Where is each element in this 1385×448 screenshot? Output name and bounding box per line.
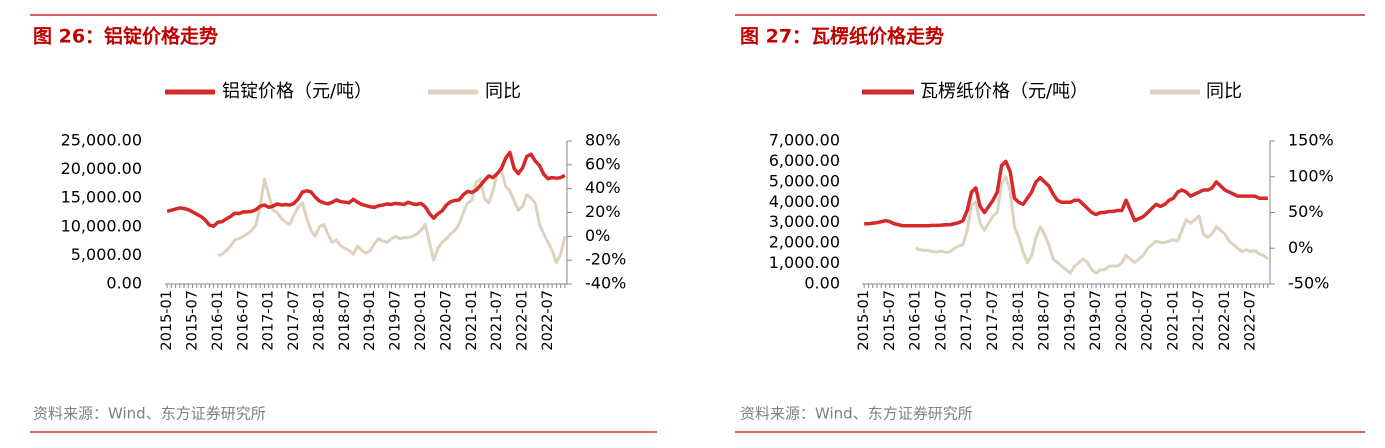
y2-tick-label: 60% bbox=[585, 154, 621, 173]
x-tick-label: 2022-07 bbox=[540, 290, 556, 351]
y-tick-label: 15,000.00 bbox=[61, 188, 142, 207]
series-line bbox=[166, 150, 566, 228]
y-tick-label: 0.00 bbox=[804, 274, 840, 293]
legend-label: 瓦楞纸价格（元/吨） bbox=[920, 81, 1088, 102]
x-tick-label: 2018-01 bbox=[1011, 290, 1027, 351]
y2-tick-label: 0% bbox=[1288, 238, 1313, 257]
y-tick-label: 5,000.00 bbox=[769, 171, 840, 190]
y2-tick-label: -50% bbox=[1288, 274, 1329, 293]
x-tick-label: 2018-07 bbox=[1037, 290, 1053, 351]
chart-title: 图 26：铝锭价格走势 bbox=[33, 25, 218, 48]
y2-tick-label: 20% bbox=[585, 202, 621, 221]
y-tick-label: 20,000.00 bbox=[61, 159, 142, 178]
y-tick-label: 2,000.00 bbox=[769, 233, 840, 252]
x-tick-label: 2019-01 bbox=[1062, 290, 1078, 351]
legend-label: 同比 bbox=[1206, 81, 1242, 102]
x-tick-label: 2022-01 bbox=[1217, 290, 1233, 351]
x-tick-label: 2016-01 bbox=[210, 290, 226, 351]
x-tick-label: 2017-07 bbox=[985, 290, 1001, 351]
y2-tick-label: 100% bbox=[1288, 166, 1334, 185]
y2-tick-label: 80% bbox=[585, 131, 621, 150]
x-tick-label: 2016-07 bbox=[933, 290, 949, 351]
x-tick-label: 2020-01 bbox=[1114, 290, 1130, 351]
y-tick-label: 0.00 bbox=[106, 274, 142, 293]
y-tick-label: 3,000.00 bbox=[769, 212, 840, 231]
x-tick-label: 2021-07 bbox=[489, 290, 505, 351]
x-tick-label: 2018-01 bbox=[311, 290, 327, 351]
y2-tick-label: -20% bbox=[585, 250, 626, 269]
x-tick-label: 2017-07 bbox=[286, 290, 302, 351]
x-tick-label: 2021-01 bbox=[1165, 290, 1181, 351]
series-line bbox=[217, 169, 567, 265]
y2-tick-label: 40% bbox=[585, 178, 621, 197]
x-tick-label: 2016-07 bbox=[235, 290, 251, 351]
legend-label: 同比 bbox=[485, 81, 521, 102]
series-line bbox=[915, 175, 1269, 275]
x-tick-label: 2017-01 bbox=[959, 290, 975, 351]
x-tick-label: 2021-07 bbox=[1191, 290, 1207, 351]
x-tick-label: 2020-07 bbox=[1140, 290, 1156, 351]
x-tick-label: 2019-07 bbox=[388, 290, 404, 351]
x-tick-label: 2015-07 bbox=[185, 290, 201, 351]
x-tick-label: 2022-07 bbox=[1243, 290, 1259, 351]
x-tick-label: 2019-01 bbox=[362, 290, 378, 351]
y-tick-label: 7,000.00 bbox=[769, 131, 840, 150]
x-tick-label: 2017-01 bbox=[261, 290, 277, 351]
x-tick-label: 2019-07 bbox=[1088, 290, 1104, 351]
x-tick-label: 2016-01 bbox=[908, 290, 924, 351]
x-tick-label: 2015-01 bbox=[159, 290, 175, 351]
chart-title: 图 27：瓦楞纸价格走势 bbox=[740, 25, 944, 48]
x-tick-label: 2015-01 bbox=[856, 290, 872, 351]
y-tick-label: 10,000.00 bbox=[61, 216, 142, 235]
y-tick-label: 5,000.00 bbox=[71, 245, 142, 264]
y2-tick-label: 50% bbox=[1288, 202, 1324, 221]
y2-tick-label: 150% bbox=[1288, 131, 1334, 150]
y-tick-label: 1,000.00 bbox=[769, 253, 840, 272]
source-note: 资料来源：Wind、东方证券研究所 bbox=[740, 405, 973, 423]
legend-label: 铝锭价格（元/吨） bbox=[222, 81, 372, 102]
y2-tick-label: 0% bbox=[585, 226, 610, 245]
x-tick-label: 2018-07 bbox=[337, 290, 353, 351]
x-tick-label: 2022-01 bbox=[515, 290, 531, 351]
y-tick-label: 25,000.00 bbox=[61, 131, 142, 150]
x-tick-label: 2021-01 bbox=[464, 290, 480, 351]
x-tick-label: 2020-01 bbox=[413, 290, 429, 351]
y2-tick-label: -40% bbox=[585, 274, 626, 293]
series-line bbox=[864, 159, 1268, 228]
x-tick-label: 2015-07 bbox=[882, 290, 898, 351]
y-tick-label: 4,000.00 bbox=[769, 192, 840, 211]
y-tick-label: 6,000.00 bbox=[769, 151, 840, 170]
source-note: 资料来源：Wind、东方证券研究所 bbox=[33, 405, 266, 423]
x-tick-label: 2020-07 bbox=[438, 290, 454, 351]
